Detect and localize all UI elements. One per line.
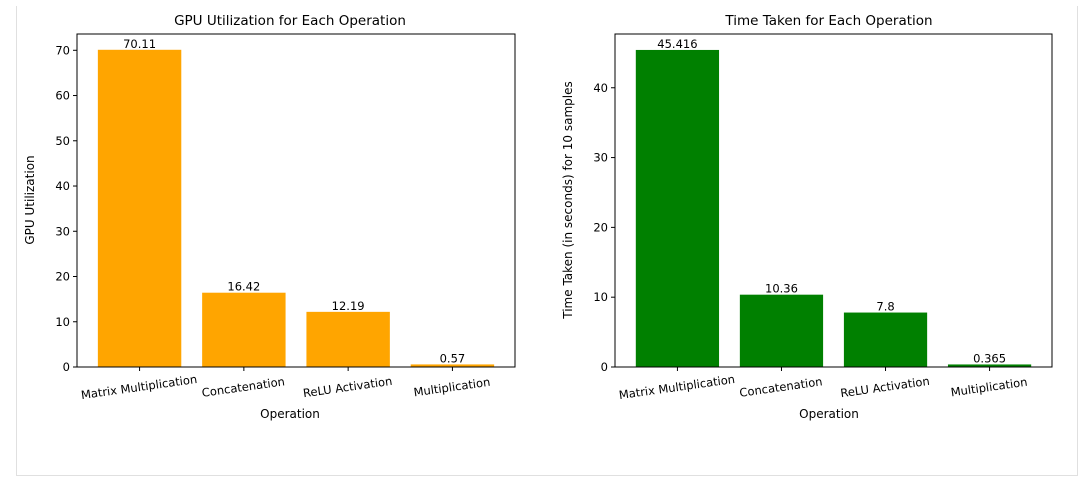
value-label-3: 7.8 <box>876 300 894 314</box>
x-tick-label-4: Multiplication <box>950 375 1028 400</box>
x-tick-label-1: Matrix Multiplication <box>618 372 736 402</box>
bar-3 <box>843 312 928 367</box>
bar-4 <box>410 364 495 367</box>
chart-2-y-ticks: 0 10 20 30 40 <box>593 81 615 374</box>
chart-1-x-ticks: Matrix Multiplication Concatenation ReLU A… <box>80 367 491 402</box>
value-label-2: 16.42 <box>227 280 260 294</box>
y-tick-label-2: 10 <box>55 315 70 329</box>
y-tick-label-3: 20 <box>55 270 70 284</box>
y-tick-label-3: 20 <box>593 220 608 234</box>
value-label-1: 45.416 <box>657 37 697 51</box>
y-tick-label-1: 0 <box>63 360 70 374</box>
chart-1-y-ticks: 0 10 20 30 40 50 60 70 <box>55 43 77 374</box>
bar-2 <box>739 294 824 367</box>
value-label-4: 0.57 <box>440 351 466 365</box>
chart-1-xlabel: Operation <box>260 407 320 421</box>
bar-1 <box>97 49 182 368</box>
chart-1-plot-frame <box>76 33 516 368</box>
chart-2-x-ticks: Matrix Multiplication Concatenation ReLU A… <box>618 367 1028 402</box>
chart-1-title: GPU Utilization for Each Operation <box>174 13 406 29</box>
chart-2-xlabel: Operation <box>799 407 859 421</box>
y-tick-label-2: 10 <box>593 290 608 304</box>
value-label-3: 12.19 <box>332 299 365 313</box>
chart-2-bars <box>635 49 1032 367</box>
y-tick-label-4: 30 <box>593 151 608 165</box>
y-tick-label-5: 40 <box>593 81 608 95</box>
y-tick-label-1: 0 <box>601 360 608 374</box>
chart-gpu-utilization: GPU Utilization for Each Operation Opera… <box>23 13 516 421</box>
x-tick-label-2: Concatenation <box>739 374 824 400</box>
x-tick-label-1: Matrix Multiplication <box>80 372 198 402</box>
x-tick-label-3: ReLU Activation <box>839 374 930 400</box>
bar-2 <box>202 292 286 367</box>
chart-1-ylabel: GPU Utilization <box>23 155 37 244</box>
chart-2-ylabel: Time Taken (in seconds) for 10 samples <box>561 81 575 319</box>
y-tick-label-8: 70 <box>55 43 70 57</box>
bar-4 <box>947 364 1032 367</box>
y-tick-label-7: 60 <box>55 89 70 103</box>
chart-1-bars <box>97 49 495 368</box>
x-tick-label-3: ReLU Activation <box>302 374 393 400</box>
bar-3 <box>306 311 390 367</box>
chart-1-value-labels: 70.11 16.42 12.19 0.57 <box>123 37 465 366</box>
chart-time-taken: Time Taken for Each Operation Operation … <box>561 13 1053 421</box>
x-tick-label-4: Multiplication <box>413 375 491 400</box>
output-frame <box>16 6 1078 476</box>
x-tick-label-2: Concatenation <box>201 374 286 400</box>
bar-1 <box>635 49 720 367</box>
chart-2-value-labels: 45.416 10.36 7.8 0.365 <box>657 37 1006 366</box>
value-label-1: 70.11 <box>123 37 156 51</box>
y-tick-label-6: 50 <box>55 134 70 148</box>
y-tick-label-5: 40 <box>55 179 70 193</box>
chart-2-plot-frame <box>614 33 1053 368</box>
value-label-4: 0.365 <box>973 351 1006 365</box>
chart-2-title: Time Taken for Each Operation <box>724 13 932 29</box>
value-label-2: 10.36 <box>765 282 798 296</box>
y-tick-label-4: 30 <box>55 224 70 238</box>
